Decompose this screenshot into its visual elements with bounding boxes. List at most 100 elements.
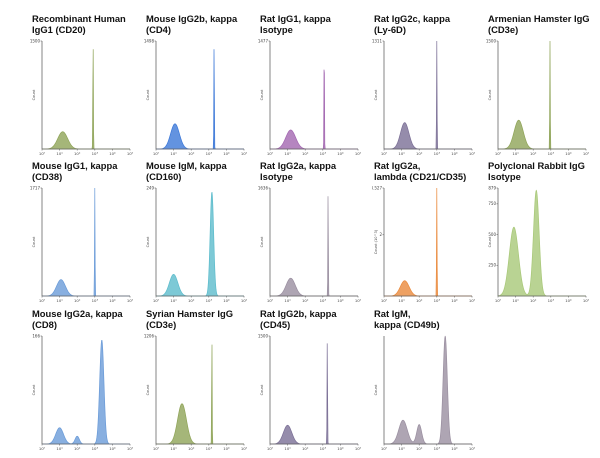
x-tick-label: 10² [416, 151, 423, 156]
x-tick-label: 10² [416, 298, 423, 303]
y-tick-label: 1500 [30, 38, 40, 43]
panel-title-line: Rat IgG2c, kappa [374, 13, 451, 24]
x-tick-label: 10¹ [170, 298, 177, 303]
y-axis-label: Count [260, 384, 264, 395]
panel-title-line: Armenian Hamster IgG [488, 13, 590, 24]
x-tick-label: 10³ [92, 446, 99, 451]
histogram-area [155, 191, 244, 297]
panel-title: Armenian Hamster IgG (CD3e) [488, 13, 600, 35]
panel-title-line: Syrian Hamster IgG [146, 308, 234, 319]
x-tick-label: 10¹ [284, 298, 291, 303]
x-tick-label: 10⁴ [109, 298, 116, 303]
x-tick-label: 10² [416, 446, 423, 451]
x-tick-label: 10⁵ [583, 151, 590, 156]
x-tick-label: 10² [188, 446, 195, 451]
x-tick-label: 10³ [548, 298, 555, 303]
x-tick-label: 10⁴ [451, 446, 458, 451]
histogram-area [270, 343, 358, 445]
y-tick-label: 1500 [486, 38, 496, 43]
x-tick-label: 10¹ [56, 151, 63, 156]
histogram-plot: Count 10⁰ 10¹ 10² 10³ 10⁴ 10⁵ [374, 335, 476, 451]
panel-title-line: Rat IgG2a, [374, 160, 421, 171]
x-tick-label: 10⁵ [355, 446, 362, 451]
x-tick-label: 10¹ [398, 446, 405, 451]
x-tick-label: 10⁵ [469, 151, 476, 156]
x-tick-label: 10² [74, 298, 81, 303]
panel-title-line: Polyclonal Rabbit IgG [488, 160, 585, 171]
panel-title: Rat IgG2a, lambda (CD21/CD35) [374, 160, 487, 182]
histogram-plot: Count (10^3) 3.527 2 10⁰ 10¹ 10² 10³ 10⁴ 10⁵ [372, 185, 476, 303]
x-tick-label: 10⁰ [39, 446, 46, 451]
y-tick-label: 1498 [144, 38, 154, 43]
x-tick-label: 10² [302, 151, 309, 156]
x-tick-label: 10² [74, 446, 81, 451]
panel-title-line: (CD4) [146, 24, 171, 35]
histogram-area [156, 344, 244, 445]
x-tick-label: 10¹ [512, 298, 519, 303]
histogram-panel: Rat IgG1, kappa Isotype Count 1477 10⁰ 10¹ 10²… [258, 13, 373, 163]
histogram-area [42, 187, 130, 297]
panel-title-line: lambda (CD21/CD35) [374, 171, 467, 182]
panel-title-line: Rat IgG2a, kappa [260, 160, 337, 171]
x-tick-label: 10⁵ [241, 298, 248, 303]
y-tick-label: 2 [379, 232, 382, 237]
panel-title-line: Recombinant Human [32, 13, 126, 24]
y-axis-label: Count [488, 89, 492, 100]
y-axis-label: Count [260, 236, 264, 247]
x-tick-label: 10¹ [284, 446, 291, 451]
panel-title: Rat IgG1, kappa Isotype [260, 13, 373, 35]
y-tick-label: 879 [488, 185, 496, 190]
histogram-area [270, 196, 358, 297]
histogram-area [384, 40, 472, 150]
histogram-area [498, 41, 586, 150]
x-tick-label: 10⁵ [583, 298, 590, 303]
panel-title: Rat IgM, kappa (CD49b) [374, 308, 487, 330]
x-tick-label: 10¹ [56, 298, 63, 303]
histogram-plot: Count 1500 10⁰ 10¹ 10² 10³ 10⁴ 10⁵ [486, 38, 590, 156]
x-tick-label: 10¹ [170, 446, 177, 451]
x-tick-label: 10⁵ [469, 298, 476, 303]
y-axis-label: Count [146, 236, 150, 247]
x-tick-label: 10³ [434, 298, 441, 303]
y-axis-label: Count [260, 89, 264, 100]
x-tick-label: 10² [188, 298, 195, 303]
histogram-panel: Polyclonal Rabbit IgG Isotype Count 879 750 5… [486, 160, 600, 310]
histogram-plot: Count 166 10⁰ 10¹ 10² 10³ 10⁴ 10⁵ [32, 333, 134, 451]
y-tick-label: 1311 [372, 38, 382, 43]
panel-title: Mouse IgG2a, kappa (CD8) [32, 308, 145, 330]
x-tick-label: 10⁰ [267, 446, 274, 451]
x-tick-label: 10¹ [512, 151, 519, 156]
histogram-plot: Count 1500 10⁰ 10¹ 10² 10³ 10⁴ 10⁵ [30, 38, 134, 156]
histogram-panel: Rat IgG2a, lambda (CD21/CD35) Count (10^3)… [372, 160, 487, 310]
x-tick-label: 10⁵ [127, 151, 134, 156]
panel-title-line: Isotype [488, 171, 521, 182]
x-tick-label: 10³ [320, 151, 327, 156]
panel-title-line: (CD38) [32, 171, 63, 182]
x-tick-label: 10² [302, 298, 309, 303]
x-tick-label: 10⁵ [355, 151, 362, 156]
histogram-plot: Count 879 750 500 250 10⁰ 10¹ 10² 10³ 10⁴ 10⁵ [488, 185, 590, 303]
x-tick-label: 10³ [548, 151, 555, 156]
x-tick-label: 10⁴ [223, 446, 230, 451]
histogram-plot: Count 1498 10⁰ 10¹ 10² 10³ 10⁴ 10⁵ [144, 38, 248, 156]
x-tick-label: 10⁰ [153, 151, 160, 156]
x-tick-label: 10⁴ [223, 151, 230, 156]
x-tick-label: 10³ [206, 446, 213, 451]
panel-title-line: Mouse IgG2a, kappa [32, 308, 123, 319]
x-tick-label: 10⁴ [109, 446, 116, 451]
panel-title: Syrian Hamster IgG (CD3e) [146, 308, 259, 330]
x-tick-label: 10⁴ [223, 298, 230, 303]
histogram-plot: Count 249 10⁰ 10¹ 10² 10³ 10⁴ 10⁵ [146, 185, 248, 303]
panel-title: Mouse IgG1, kappa (CD38) [32, 160, 145, 182]
histogram-plot: Count 1717 10⁰ 10¹ 10² 10³ 10⁴ 10⁵ [30, 185, 134, 303]
y-tick-label: 500 [488, 232, 496, 237]
x-tick-label: 10² [530, 298, 537, 303]
histogram-area [270, 69, 358, 150]
panel-title-line: Rat IgM, [374, 308, 411, 319]
histogram-panel: Syrian Hamster IgG (CD3e) Count 1206 10⁰ 10¹ 1… [144, 308, 259, 458]
y-tick-label: 1636 [258, 185, 268, 190]
histogram-area [156, 49, 244, 150]
x-tick-label: 10⁰ [267, 151, 274, 156]
histogram-area [42, 339, 130, 445]
